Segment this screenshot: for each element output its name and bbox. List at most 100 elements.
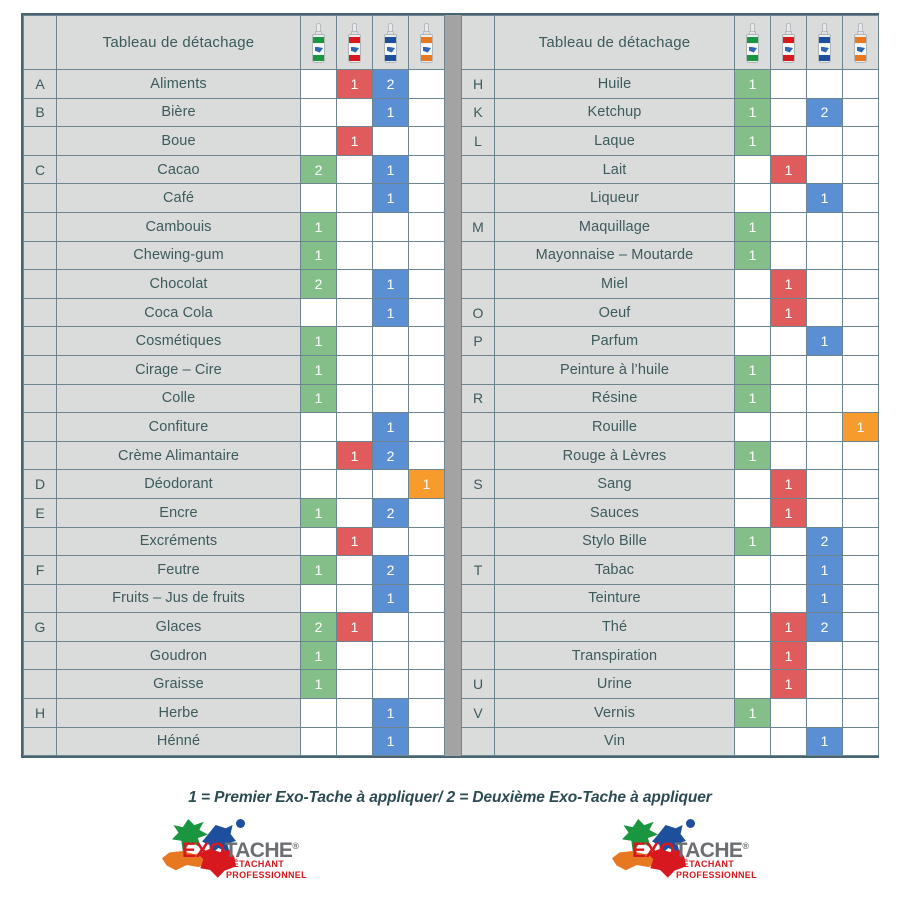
- product-step-cell: [372, 354, 409, 385]
- logo-subtitle-line2: PROFESSIONNEL: [226, 870, 307, 880]
- product-step-cell: 1: [734, 69, 771, 99]
- product-step-cell: [806, 211, 843, 242]
- header-letter-cell: [23, 15, 57, 70]
- product-step-cell: [842, 583, 879, 614]
- product-step-cell: [770, 326, 807, 356]
- stain-name: Teinture: [494, 583, 735, 614]
- table-row: Mayonnaise – Moutarde 1: [461, 240, 879, 271]
- product-step-cell: [336, 640, 373, 671]
- table-row: Peinture à l’huile 1: [461, 354, 879, 385]
- product-step-cell: [842, 154, 879, 185]
- exotache-logo: EXOTACHE® DÉTACHANT PROFESSIONNEL: [600, 815, 757, 885]
- bottle-blue-icon: [817, 22, 832, 63]
- table-row: Cosmétiques 1: [23, 326, 445, 356]
- logo-wordmark: EXOTACHE®: [632, 839, 749, 863]
- table-row: Miel 1: [461, 269, 879, 299]
- table-row: E Encre 1 2: [23, 497, 445, 528]
- product-step-cell: 1: [842, 412, 879, 442]
- stain-name: Graisse: [56, 669, 301, 700]
- product-step-cell: [300, 469, 337, 499]
- product-step-cell: 2: [372, 497, 409, 528]
- product-step-cell: [734, 326, 771, 356]
- product-step-cell: 1: [300, 211, 337, 242]
- product-step-cell: [408, 612, 445, 642]
- product-step-cell: [408, 211, 445, 242]
- product-step-cell: [300, 126, 337, 156]
- product-step-cell: 1: [734, 698, 771, 728]
- product-step-cell: [806, 354, 843, 385]
- row-letter: E: [23, 497, 57, 528]
- product-step-cell: [842, 269, 879, 299]
- product-step-cell: [372, 383, 409, 414]
- product-step-cell: [842, 183, 879, 213]
- table-row: Transpiration 1: [461, 640, 879, 671]
- product-step-cell: 1: [300, 383, 337, 414]
- product-step-cell: 2: [300, 269, 337, 299]
- product-step-cell: 1: [372, 154, 409, 185]
- row-letter: [23, 383, 57, 414]
- row-letter: [23, 726, 57, 757]
- product-step-cell: [408, 354, 445, 385]
- table-row: Rouge à Lèvres 1: [461, 440, 879, 471]
- product-step-cell: [806, 240, 843, 271]
- product-step-cell: [336, 412, 373, 442]
- product-step-cell: 1: [734, 211, 771, 242]
- table-row: Vin 1: [461, 726, 879, 757]
- logo-slot-left: EXOTACHE® DÉTACHANT PROFESSIONNEL: [0, 815, 450, 885]
- product-step-cell: [372, 240, 409, 271]
- row-letter: [461, 154, 495, 185]
- table-row: R Résine 1: [461, 383, 879, 414]
- row-letter: [23, 240, 57, 271]
- header-product-blue: [806, 15, 843, 70]
- table-row: L Laque 1: [461, 126, 879, 156]
- bottle-orange-icon: [419, 22, 434, 63]
- stain-name: Urine: [494, 669, 735, 700]
- logo-subtitle: DÉTACHANT PROFESSIONNEL: [226, 859, 307, 881]
- product-step-cell: [408, 698, 445, 728]
- product-step-cell: [770, 97, 807, 128]
- product-step-cell: [806, 154, 843, 185]
- stain-name: Vernis: [494, 698, 735, 728]
- product-step-cell: [842, 383, 879, 414]
- product-step-cell: [336, 497, 373, 528]
- product-step-cell: 1: [372, 726, 409, 757]
- exotache-logo: EXOTACHE® DÉTACHANT PROFESSIONNEL: [150, 815, 307, 885]
- product-step-cell: [300, 69, 337, 99]
- row-letter: [23, 297, 57, 328]
- product-step-cell: [842, 698, 879, 728]
- stain-name: Colle: [56, 383, 301, 414]
- product-step-cell: 1: [300, 240, 337, 271]
- splat-orange-icon: [612, 851, 658, 871]
- splat-dot-icon: [686, 819, 695, 828]
- product-step-cell: [336, 269, 373, 299]
- bottle-red-icon: [347, 22, 362, 63]
- product-step-cell: 2: [300, 154, 337, 185]
- product-step-cell: [842, 526, 879, 557]
- header-product-red: [336, 15, 373, 70]
- bottle-red-icon: [781, 22, 796, 63]
- product-step-cell: [806, 440, 843, 471]
- product-step-cell: [842, 97, 879, 128]
- row-letter: B: [23, 97, 57, 128]
- table-row: S Sang 1: [461, 469, 879, 499]
- row-letter: [461, 440, 495, 471]
- table-row: Thé 1 2: [461, 612, 879, 642]
- product-step-cell: [300, 183, 337, 213]
- table-row: Goudron 1: [23, 640, 445, 671]
- row-letter: P: [461, 326, 495, 356]
- product-step-cell: [408, 497, 445, 528]
- row-letter: S: [461, 469, 495, 499]
- product-step-cell: 1: [734, 526, 771, 557]
- stain-name: Boue: [56, 126, 301, 156]
- product-step-cell: 1: [372, 97, 409, 128]
- product-step-cell: 2: [806, 97, 843, 128]
- header-row: Tableau de détachage: [461, 15, 879, 70]
- product-step-cell: 2: [806, 612, 843, 642]
- product-step-cell: [806, 469, 843, 499]
- table-row: Cirage – Cire 1: [23, 354, 445, 385]
- product-step-cell: [734, 297, 771, 328]
- stain-name: Excréments: [56, 526, 301, 557]
- product-step-cell: [842, 726, 879, 757]
- product-step-cell: [336, 726, 373, 757]
